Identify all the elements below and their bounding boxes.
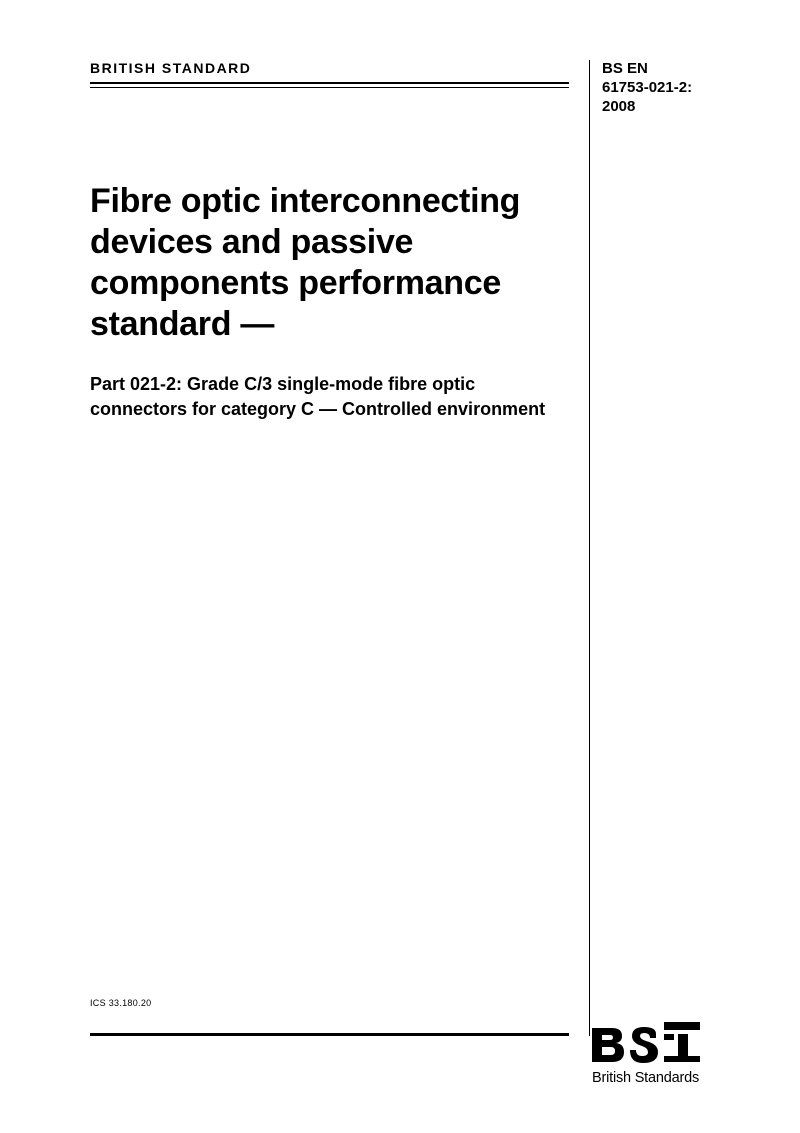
body-row: Fibre optic interconnecting devices and … (90, 116, 710, 1036)
code-line-1: BS EN (602, 60, 710, 79)
page: BRITISH STANDARD BS EN 61753-021-2: 2008… (90, 60, 710, 1083)
code-line-3: 2008 (602, 98, 710, 117)
bottom-rule (90, 1033, 569, 1036)
code-line-2: 61753-021-2: (602, 79, 710, 98)
main-title: Fibre optic interconnecting devices and … (90, 181, 569, 344)
body-left: Fibre optic interconnecting devices and … (90, 116, 589, 1036)
standard-code: BS EN 61753-021-2: 2008 (590, 60, 710, 116)
bsi-logo-icon (592, 1022, 704, 1066)
subtitle: Part 021-2: Grade C/3 single-mode fibre … (90, 372, 569, 421)
body-right: British Standards (590, 116, 710, 1036)
logo-text: British Standards (592, 1070, 710, 1086)
ics-code: ICS 33.180.20 (90, 998, 569, 1008)
bsi-logo-block: British Standards (592, 1022, 710, 1086)
double-rule (90, 82, 569, 88)
standard-label: BRITISH STANDARD (90, 60, 569, 76)
header-left: BRITISH STANDARD (90, 60, 589, 88)
header-row: BRITISH STANDARD BS EN 61753-021-2: 2008 (90, 60, 710, 116)
